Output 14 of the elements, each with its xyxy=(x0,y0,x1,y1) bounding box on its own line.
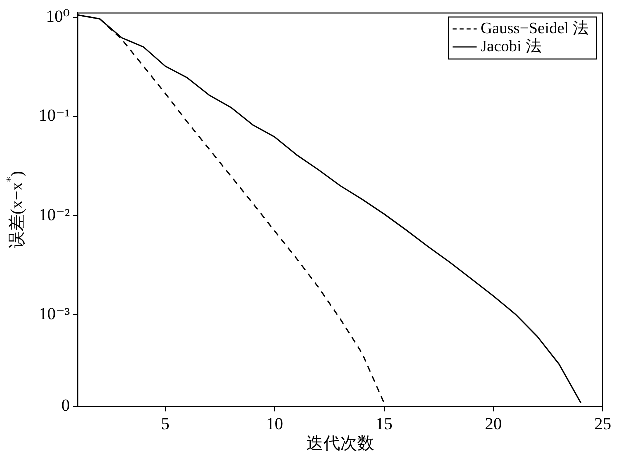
y-tick-label: 10⁰ xyxy=(46,6,70,26)
y-tick-label: 10⁻¹ xyxy=(38,106,70,126)
y-tick-label: 10⁻³ xyxy=(38,304,70,324)
legend-label: Gauss−Seidel 法 xyxy=(480,19,589,38)
y-tick-label: 10⁻² xyxy=(38,205,70,224)
x-tick-label: 5 xyxy=(161,414,170,434)
y-tick-label: 0 xyxy=(62,396,70,416)
x-axis-title: 迭代次数 xyxy=(306,434,375,454)
x-tick-label: 15 xyxy=(376,414,393,434)
x-tick-label: 20 xyxy=(485,414,502,434)
x-tick-label: 10 xyxy=(266,414,284,434)
legend-label: Jacobi 法 xyxy=(480,37,542,56)
x-tick-label: 25 xyxy=(594,414,612,434)
y-axis-title: 误差(x−x*) xyxy=(4,171,26,249)
